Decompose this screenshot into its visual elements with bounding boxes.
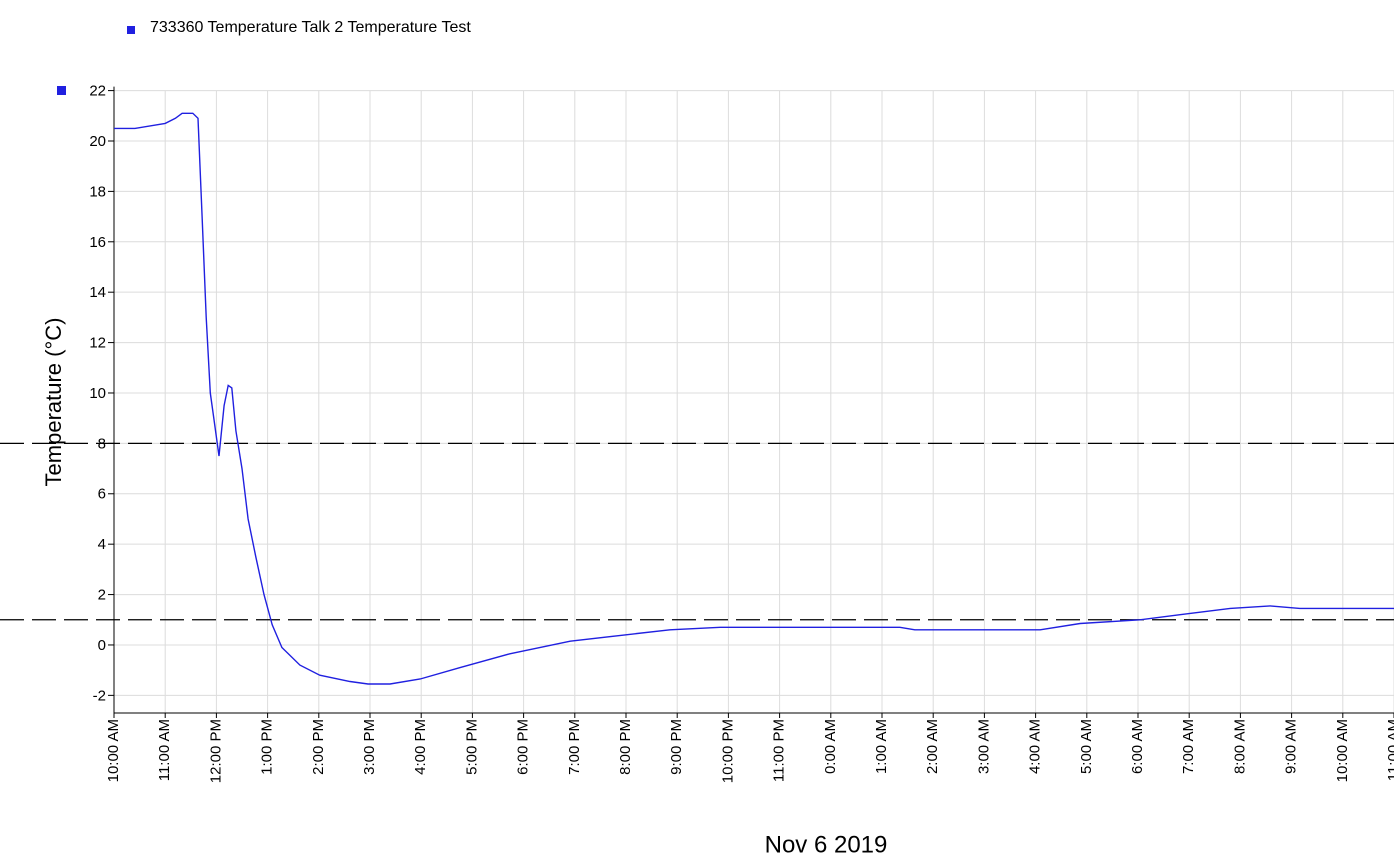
x-tick-label: 10:00 AM — [1334, 719, 1351, 782]
y-tick-label: 10 — [89, 385, 106, 402]
x-tick-label: 10:00 AM — [105, 719, 122, 782]
y-tick-label: 4 — [98, 536, 106, 553]
y-tick-label: 6 — [98, 486, 106, 503]
y-tick-label: -2 — [93, 687, 106, 704]
x-tick-label: 2:00 AM — [924, 719, 941, 774]
x-tick-label: 3:00 PM — [361, 719, 378, 775]
x-tick-label: 2:00 PM — [310, 719, 327, 775]
x-tick-label: 11:00 AM — [1385, 719, 1394, 781]
x-tick-label: 4:00 PM — [412, 719, 429, 775]
x-tick-label: 1:00 PM — [259, 719, 276, 775]
x-tick-label: 7:00 PM — [566, 719, 583, 775]
y-tick-label: 22 — [89, 83, 106, 100]
x-tick-label: 9:00 AM — [1283, 719, 1300, 774]
y-tick-label: 14 — [89, 284, 106, 301]
x-tick-label: 1:00 AM — [873, 719, 890, 774]
x-tick-label: 3:00 AM — [975, 719, 992, 774]
x-tick-label: 5:00 PM — [463, 719, 480, 775]
y-tick-label: 20 — [89, 133, 106, 150]
x-tick-label: 11:00 PM — [771, 719, 788, 782]
x-tick-label: 7:00 AM — [1180, 719, 1197, 774]
x-tick-label: 4:00 AM — [1027, 719, 1044, 774]
y-tick-label: 0 — [98, 637, 106, 654]
x-tick-label: 9:00 PM — [668, 719, 685, 775]
y-tick-label: 2 — [98, 587, 106, 604]
legend-label: 733360 Temperature Talk 2 Temperature Te… — [150, 19, 471, 36]
y-axis-label: Temperature (°C) — [41, 318, 66, 487]
y-tick-label: 12 — [89, 335, 106, 352]
x-tick-label: 0:00 AM — [822, 719, 839, 774]
x-tick-label: 8:00 PM — [617, 719, 634, 775]
x-tick-label: 6:00 PM — [515, 719, 532, 775]
x-tick-label: 5:00 AM — [1078, 719, 1095, 774]
legend-swatch — [127, 26, 135, 34]
x-tick-label: 11:00 AM — [156, 719, 173, 781]
y-tick-label: 16 — [89, 234, 106, 251]
x-tick-label: 6:00 AM — [1129, 719, 1146, 774]
data-line — [114, 112, 1394, 685]
x-tick-label: 10:00 PM — [719, 719, 736, 783]
y-tick-label: 18 — [89, 183, 106, 200]
x-tick-label: 8:00 AM — [1231, 719, 1248, 774]
x-axis-label: Nov 6 2019 — [765, 831, 888, 858]
series-marker — [57, 86, 66, 95]
x-tick-label: 12:00 PM — [207, 719, 224, 783]
